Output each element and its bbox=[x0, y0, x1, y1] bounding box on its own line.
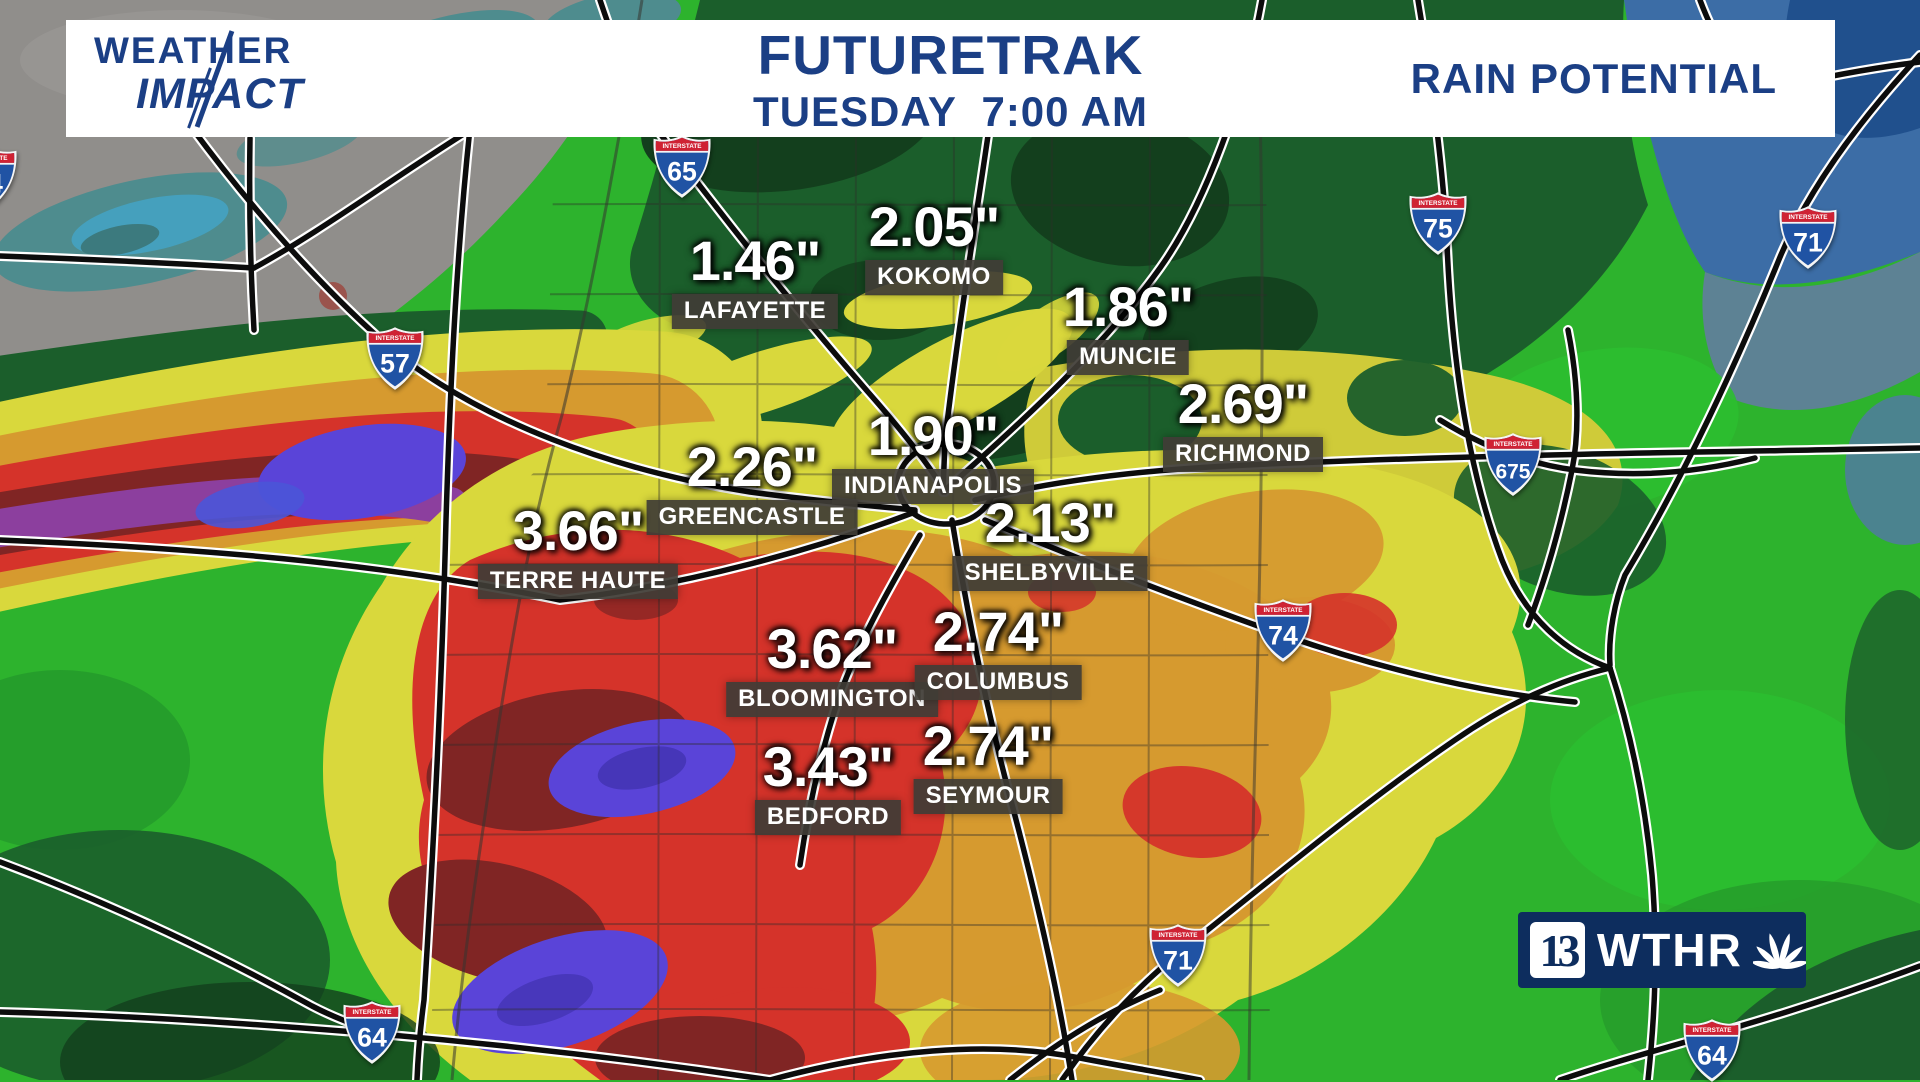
interstate-shield-64: INTERSTATE 64 bbox=[343, 1000, 401, 1064]
svg-text:INTERSTATE: INTERSTATE bbox=[663, 143, 702, 150]
wthr-station-logo: 13 WTHR bbox=[1518, 912, 1806, 988]
brand-line2: IMPACT bbox=[136, 70, 304, 118]
svg-text:INTERSTATE: INTERSTATE bbox=[376, 335, 415, 342]
rain-amount: 1.46" bbox=[689, 229, 822, 292]
city-label-lafayette: 1.46" LAFAYETTE bbox=[671, 229, 839, 330]
svg-text:64: 64 bbox=[1697, 1041, 1727, 1071]
svg-text:INTERSTATE: INTERSTATE bbox=[0, 155, 7, 162]
city-label-shelbyville: 2.13" SHELBYVILLE bbox=[952, 491, 1148, 592]
city-name: TERRE HAUTE bbox=[477, 564, 679, 600]
svg-text:675: 675 bbox=[1496, 461, 1531, 484]
city-name: BEDFORD bbox=[754, 800, 902, 836]
svg-text:INTERSTATE: INTERSTATE bbox=[353, 1009, 392, 1016]
svg-text:INTERSTATE: INTERSTATE bbox=[1264, 607, 1303, 614]
city-label-greencastle: 2.26" GREENCASTLE bbox=[646, 435, 858, 536]
city-name: SHELBYVILLE bbox=[952, 556, 1148, 592]
city-label-richmond: 2.69" RICHMOND bbox=[1163, 372, 1323, 473]
city-label-bloomington: 3.62" BLOOMINGTON bbox=[726, 617, 938, 718]
rain-amount: 2.74" bbox=[932, 600, 1065, 663]
svg-text:74: 74 bbox=[0, 169, 3, 199]
nbc-peacock-icon bbox=[1752, 933, 1806, 969]
city-name: MUNCIE bbox=[1067, 340, 1189, 376]
interstate-shield-65: INTERSTATE 65 bbox=[653, 134, 711, 198]
interstate-shield-57: INTERSTATE 57 bbox=[366, 326, 424, 390]
rain-amount: 2.05" bbox=[868, 195, 1001, 258]
city-name: LAFAYETTE bbox=[671, 294, 839, 330]
city-label-bedford: 3.43" BEDFORD bbox=[754, 735, 902, 836]
header-center: FUTURETRAK TUESDAY 7:00 AM bbox=[66, 20, 1835, 133]
rain-amount: 2.13" bbox=[984, 491, 1117, 554]
rain-amount: 1.86" bbox=[1062, 275, 1195, 338]
svg-text:INTERSTATE: INTERSTATE bbox=[1789, 214, 1828, 221]
svg-text:65: 65 bbox=[667, 157, 697, 187]
svg-text:INTERSTATE: INTERSTATE bbox=[1159, 932, 1198, 939]
rain-amount: 3.62" bbox=[766, 617, 899, 680]
svg-text:64: 64 bbox=[357, 1023, 387, 1053]
svg-text:57: 57 bbox=[380, 349, 410, 379]
rain-amount: 2.74" bbox=[922, 714, 1055, 777]
header-bar: WEATHER IMPACT FUTURETRAK TUESDAY 7:00 A… bbox=[66, 20, 1835, 137]
page-title: FUTURETRAK bbox=[757, 24, 1144, 86]
interstate-shield-74: INTERSTATE 74 bbox=[1254, 598, 1312, 662]
interstate-shield-75: INTERSTATE 75 bbox=[1409, 191, 1467, 255]
svg-text:INTERSTATE: INTERSTATE bbox=[1693, 1027, 1732, 1034]
svg-text:71: 71 bbox=[1793, 228, 1823, 258]
city-name: GREENCASTLE bbox=[646, 500, 858, 536]
city-label-terre-haute: 3.66" TERRE HAUTE bbox=[477, 499, 679, 600]
city-label-muncie: 1.86" MUNCIE bbox=[1062, 275, 1195, 376]
city-name: RICHMOND bbox=[1163, 437, 1323, 473]
interstate-shield-74: INTERSTATE 74 bbox=[0, 146, 17, 210]
brand-line1: WEATHER bbox=[94, 30, 293, 71]
interstate-shield-64: INTERSTATE 64 bbox=[1683, 1018, 1741, 1082]
svg-text:71: 71 bbox=[1163, 946, 1193, 976]
rain-amount: 1.90" bbox=[867, 404, 1000, 467]
station-callsign: WTHR bbox=[1596, 924, 1743, 976]
city-name: KOKOMO bbox=[865, 260, 1003, 296]
valid-time-label: TUESDAY 7:00 AM bbox=[753, 88, 1148, 135]
interstate-shield-71: INTERSTATE 71 bbox=[1779, 205, 1837, 269]
rain-amount: 3.43" bbox=[762, 735, 895, 798]
city-name: COLUMBUS bbox=[914, 665, 1082, 701]
city-name: INDIANAPOLIS bbox=[831, 469, 1035, 505]
product-label: RAIN POTENTIAL bbox=[1410, 54, 1777, 102]
rain-amount: 2.69" bbox=[1177, 372, 1310, 435]
city-label-columbus: 2.74" COLUMBUS bbox=[914, 600, 1082, 701]
city-name: SEYMOUR bbox=[913, 779, 1063, 815]
rain-amount: 3.66" bbox=[512, 499, 645, 562]
interstate-shield-675: INTERSTATE 675 bbox=[1480, 432, 1546, 496]
city-label-indianapolis: 1.90" INDIANAPOLIS bbox=[831, 404, 1035, 505]
svg-text:74: 74 bbox=[1268, 621, 1298, 651]
svg-text:INTERSTATE: INTERSTATE bbox=[1493, 441, 1532, 448]
interstate-shield-71: INTERSTATE 71 bbox=[1149, 923, 1207, 987]
weather-impact-logo: WEATHER IMPACT bbox=[94, 30, 304, 129]
svg-text:INTERSTATE: INTERSTATE bbox=[1419, 200, 1458, 207]
channel-number-badge: 13 bbox=[1530, 922, 1585, 978]
svg-text:75: 75 bbox=[1423, 214, 1453, 244]
city-label-kokomo: 2.05" KOKOMO bbox=[865, 195, 1003, 296]
city-label-seymour: 2.74" SEYMOUR bbox=[913, 714, 1063, 815]
rain-amount: 2.26" bbox=[686, 435, 819, 498]
city-name: BLOOMINGTON bbox=[726, 682, 938, 718]
